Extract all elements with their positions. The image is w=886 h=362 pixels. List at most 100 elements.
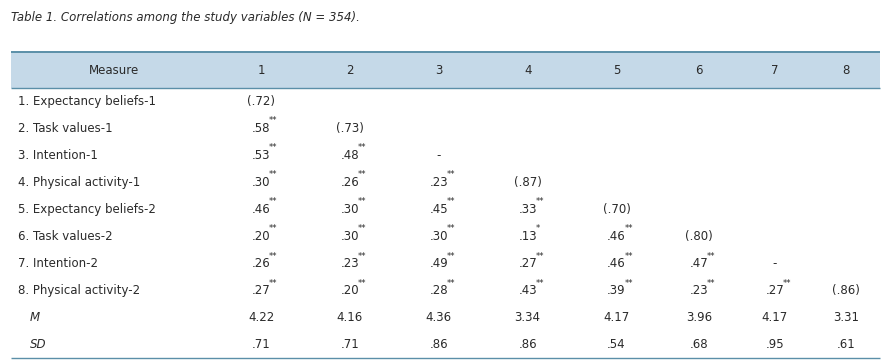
Text: .43: .43: [518, 284, 537, 297]
Text: .23: .23: [430, 176, 448, 189]
Text: SD: SD: [30, 338, 47, 352]
Text: **: **: [447, 252, 455, 261]
Text: .30: .30: [341, 230, 359, 243]
Text: **: **: [535, 252, 544, 261]
Text: .58: .58: [252, 122, 270, 135]
Text: .49: .49: [430, 257, 448, 270]
Text: 7: 7: [771, 64, 779, 77]
Text: **: **: [358, 197, 366, 206]
Text: 4.16: 4.16: [337, 311, 363, 324]
Text: -: -: [437, 149, 441, 162]
Text: (.73): (.73): [336, 122, 364, 135]
Text: (.70): (.70): [602, 203, 631, 216]
Text: **: **: [269, 252, 277, 261]
Text: .26: .26: [252, 257, 270, 270]
Text: 3.34: 3.34: [515, 311, 540, 324]
Text: .20: .20: [252, 230, 270, 243]
Text: .46: .46: [607, 230, 626, 243]
Text: .13: .13: [518, 230, 537, 243]
Text: .30: .30: [341, 203, 359, 216]
Text: **: **: [358, 143, 366, 152]
Text: .71: .71: [252, 338, 270, 352]
Text: .30: .30: [430, 230, 448, 243]
Text: **: **: [358, 171, 366, 179]
Text: 2: 2: [346, 64, 354, 77]
Text: 8. Physical activity-2: 8. Physical activity-2: [18, 284, 140, 297]
Text: .71: .71: [340, 338, 360, 352]
Text: .26: .26: [340, 176, 360, 189]
Text: **: **: [535, 279, 544, 288]
Text: .30: .30: [252, 176, 270, 189]
Text: 3.31: 3.31: [834, 311, 859, 324]
Text: .23: .23: [689, 284, 708, 297]
Text: (.72): (.72): [247, 95, 276, 108]
Text: M: M: [30, 311, 40, 324]
Text: **: **: [269, 197, 277, 206]
Text: **: **: [447, 224, 455, 233]
Text: .20: .20: [340, 284, 360, 297]
Text: 7. Intention-2: 7. Intention-2: [18, 257, 97, 270]
Text: (.86): (.86): [833, 284, 860, 297]
Text: 3. Intention-1: 3. Intention-1: [18, 149, 97, 162]
Text: .46: .46: [252, 203, 270, 216]
Text: .27: .27: [252, 284, 270, 297]
Text: 4.36: 4.36: [426, 311, 452, 324]
Text: **: **: [447, 279, 455, 288]
Text: **: **: [269, 116, 277, 125]
Text: 5. Expectancy beliefs-2: 5. Expectancy beliefs-2: [18, 203, 156, 216]
Text: 4.17: 4.17: [603, 311, 630, 324]
Text: 8: 8: [843, 64, 850, 77]
Text: .39: .39: [607, 284, 626, 297]
Text: .33: .33: [518, 203, 537, 216]
Text: *: *: [535, 224, 540, 233]
Text: 6: 6: [696, 64, 703, 77]
Text: **: **: [707, 279, 715, 288]
Text: **: **: [625, 252, 633, 261]
Text: .61: .61: [837, 338, 856, 352]
Text: **: **: [707, 252, 715, 261]
Text: .47: .47: [689, 257, 708, 270]
Text: .53: .53: [252, 149, 270, 162]
Text: 4. Physical activity-1: 4. Physical activity-1: [18, 176, 140, 189]
Text: 3: 3: [435, 64, 442, 77]
Text: .86: .86: [430, 338, 448, 352]
Text: **: **: [358, 279, 366, 288]
Text: **: **: [269, 224, 277, 233]
Text: **: **: [269, 143, 277, 152]
Text: **: **: [535, 197, 544, 206]
Text: 5: 5: [613, 64, 620, 77]
Text: **: **: [625, 224, 633, 233]
Text: .23: .23: [340, 257, 360, 270]
Text: **: **: [782, 279, 791, 288]
Text: (.87): (.87): [514, 176, 541, 189]
Text: **: **: [447, 197, 455, 206]
Text: (.80): (.80): [685, 230, 713, 243]
Text: .48: .48: [340, 149, 360, 162]
Text: **: **: [269, 171, 277, 179]
Text: .45: .45: [430, 203, 448, 216]
Text: -: -: [773, 257, 777, 270]
Text: 4.17: 4.17: [762, 311, 788, 324]
Text: Measure: Measure: [89, 64, 139, 77]
Text: 1. Expectancy beliefs-1: 1. Expectancy beliefs-1: [18, 95, 156, 108]
Text: 4: 4: [524, 64, 532, 77]
Text: 1: 1: [257, 64, 265, 77]
Text: .46: .46: [607, 257, 626, 270]
Text: 3.96: 3.96: [686, 311, 712, 324]
Text: 4.22: 4.22: [248, 311, 275, 324]
Text: .28: .28: [430, 284, 448, 297]
Text: .86: .86: [518, 338, 537, 352]
Text: Table 1. Correlations among the study variables (N = 354).: Table 1. Correlations among the study va…: [11, 11, 360, 24]
Text: .54: .54: [607, 338, 626, 352]
Text: **: **: [358, 224, 366, 233]
Text: .68: .68: [689, 338, 708, 352]
Text: **: **: [269, 279, 277, 288]
Text: 2. Task values-1: 2. Task values-1: [18, 122, 113, 135]
Text: **: **: [625, 279, 633, 288]
Text: .27: .27: [518, 257, 537, 270]
Text: **: **: [358, 252, 366, 261]
Text: .27: .27: [766, 284, 784, 297]
Text: 6. Task values-2: 6. Task values-2: [18, 230, 113, 243]
Text: .95: .95: [766, 338, 784, 352]
Bar: [11, 52, 880, 88]
